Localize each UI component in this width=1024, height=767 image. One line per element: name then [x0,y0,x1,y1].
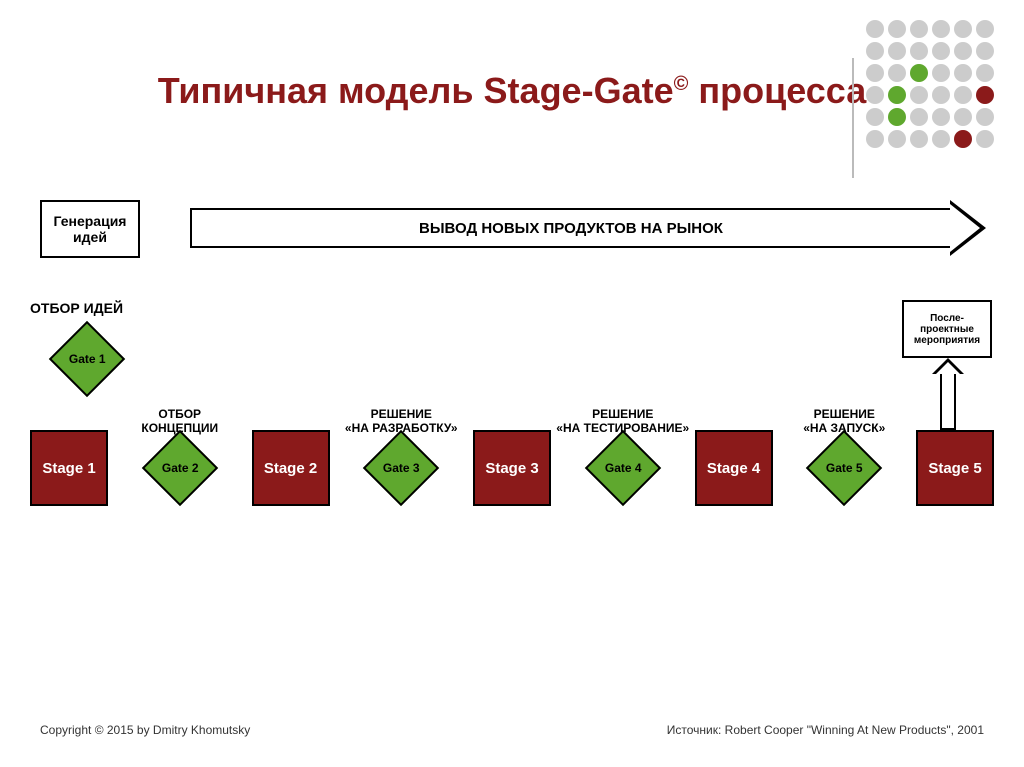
decorative-dot [888,108,906,126]
decorative-dot [976,86,994,104]
decorative-dot [910,108,928,126]
decorative-dot [910,86,928,104]
gate-wrapper: Gate 3РЕШЕНИЕ «НА РАЗРАБОТКУ» [374,441,428,495]
up-arrow-body [940,366,956,430]
decorative-dot [954,20,972,38]
stage-below-label: ТЕСТИРОВАНИЕ И УТВЕРЖДЕНИЕ [674,518,794,560]
gate-diamond: Gate 2 [142,430,218,506]
decorative-dot [932,86,950,104]
ideas-box-text: Генерация идей [54,213,127,245]
stage-box: Stage 1КОНЦЕПЦИЯ ПРОЕКТА [30,430,108,506]
decorative-dot [976,130,994,148]
gate-above-label: РЕШЕНИЕ «НА РАЗРАБОТКУ» [331,407,471,435]
gate-label: Gate 3 [383,461,420,475]
decorative-dot [888,64,906,82]
gate-1-label: Gate 1 [69,352,106,366]
vertical-divider [852,58,854,178]
footer-right: Источник: Robert Cooper "Winning At New … [667,723,984,737]
decorative-dot [866,64,884,82]
decorative-dot [954,64,972,82]
gate-above-label: РЕШЕНИЕ «НА ЗАПУСК» [774,407,914,435]
decorative-dot [866,20,884,38]
stage-gate-flow: Stage 1КОНЦЕПЦИЯ ПРОЕКТА Gate 2ОТБОР КОНЦ… [30,430,994,506]
footer-left: Copyright © 2015 by Dmitry Khomutsky [40,723,250,737]
stage-box: Stage 2БИЗНЕС-ПЛАН ПРОЕКТА [252,430,330,506]
market-arrow-text: ВЫВОД НОВЫХ ПРОДУКТОВ НА РЫНОК [419,220,723,237]
stage-below-label: БИЗНЕС-ПЛАН ПРОЕКТА [231,518,351,546]
gate-diamond: Gate 4 [585,430,661,506]
decorative-dot [954,42,972,60]
market-arrow-body: ВЫВОД НОВЫХ ПРОДУКТОВ НА РЫНОК [190,208,950,248]
gate-wrapper: Gate 4РЕШЕНИЕ «НА ТЕСТИРОВАНИЕ» [596,441,650,495]
decorative-dot [910,64,928,82]
gate-1-diamond: Gate 1 [49,321,125,397]
stage-below-label: ЗАПУСК ПРОЕКТА [895,518,1015,546]
decorative-dot [888,20,906,38]
decorative-dot [910,42,928,60]
gate-wrapper: Gate 2ОТБОР КОНЦЕПЦИИ [153,441,207,495]
decorative-dot [932,108,950,126]
post-project-text: После- проектные мероприятия [914,313,980,346]
decorative-dot [976,108,994,126]
market-arrow: ВЫВОД НОВЫХ ПРОДУКТОВ НА РЫНОК [190,200,990,256]
decorative-dot [888,130,906,148]
decorative-dot [932,42,950,60]
decorative-dot [954,86,972,104]
gate-label: Gate 4 [604,461,641,475]
stage-box: Stage 4ТЕСТИРОВАНИЕ И УТВЕРЖДЕНИЕ [695,430,773,506]
decorative-dot [976,20,994,38]
idea-selection-label: ОТБОР ИДЕЙ [30,300,123,316]
gate-above-label: РЕШЕНИЕ «НА ТЕСТИРОВАНИЕ» [553,407,693,435]
title-main: Типичная модель Stage-Gate [158,70,674,111]
gate-above-label: ОТБОР КОНЦЕПЦИИ [110,407,250,435]
stage-box: Stage 5ЗАПУСК ПРОЕКТА [916,430,994,506]
decorative-dot [932,64,950,82]
gate-label: Gate 5 [826,461,863,475]
gate-diamond: Gate 3 [363,430,439,506]
decorative-dot [866,42,884,60]
decorative-dot [976,64,994,82]
title-after: процесса [688,70,866,111]
decorative-dot [866,130,884,148]
decorative-dot [932,20,950,38]
gate-diamond: Gate 5 [806,430,882,506]
decorative-dot [866,108,884,126]
footer: Copyright © 2015 by Dmitry Khomutsky Ист… [40,723,984,737]
decorative-dot [888,42,906,60]
decorative-dot [866,86,884,104]
gate-label: Gate 2 [161,461,198,475]
gate-wrapper: Gate 5РЕШЕНИЕ «НА ЗАПУСК» [817,441,871,495]
decorative-dot [932,130,950,148]
decorative-dot [954,130,972,148]
post-project-box: После- проектные мероприятия [902,300,992,358]
title-sup: © [674,73,689,95]
decorative-dot [910,20,928,38]
decorative-dot-grid [866,20,994,148]
stage-below-label: КОНЦЕПЦИЯ ПРОЕКТА [9,518,129,546]
ideas-box: Генерация идей [40,200,140,258]
stage-below-label: РАЗРАБОТКА [452,518,572,532]
decorative-dot [954,108,972,126]
decorative-dot [910,130,928,148]
stage-box: Stage 3РАЗРАБОТКА [473,430,551,506]
up-arrow-head [932,358,964,374]
decorative-dot [888,86,906,104]
market-arrow-head [950,200,986,256]
decorative-dot [976,42,994,60]
